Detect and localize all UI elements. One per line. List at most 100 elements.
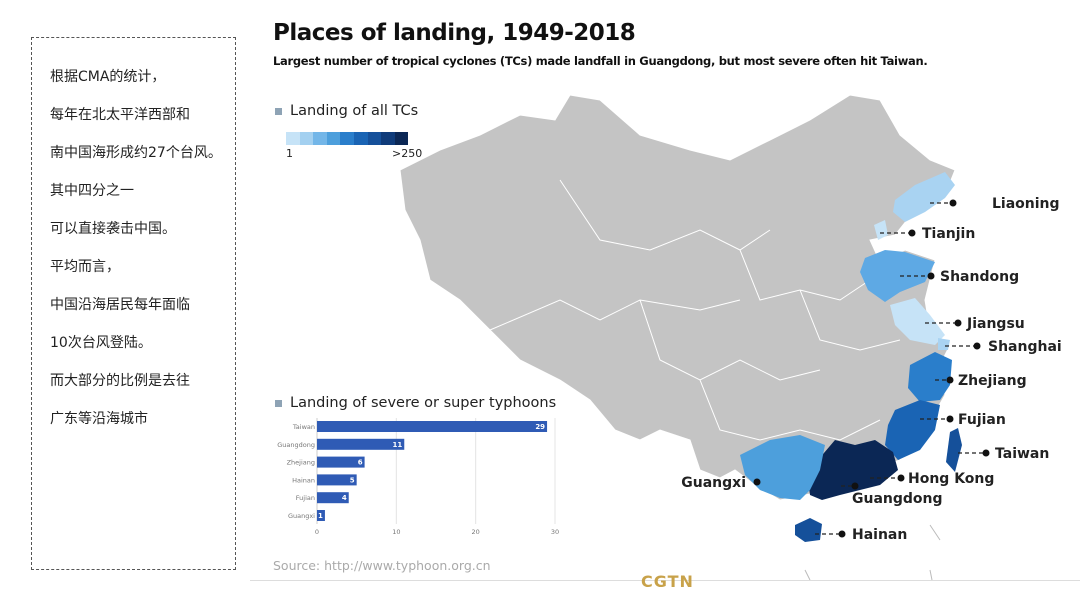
category-label: Fujian [296, 494, 315, 502]
legend-min-label: 1 [286, 147, 293, 160]
map-label-text: Fujian [958, 412, 1006, 428]
bar-chart-title-text: Landing of severe or super typhoons [290, 395, 557, 411]
map-label-zhejiang: Zhejiang [935, 373, 1027, 389]
map-label-text: Taiwan [995, 446, 1049, 462]
map-label-text: Guangdong [852, 491, 943, 507]
color-scale-step [299, 132, 314, 145]
divider [250, 580, 1080, 581]
map-label-guangxi: Guangxi [681, 475, 761, 491]
map-label-text: Guangxi [681, 475, 746, 491]
map-label-text: Shandong [940, 269, 1019, 285]
map-label-fujian: Fujian [920, 412, 1006, 428]
bar-value-label: 11 [393, 441, 403, 449]
color-scale-step [313, 132, 327, 145]
location-dot [897, 474, 905, 482]
location-dot [838, 530, 846, 538]
map-label-text: Jiangsu [966, 316, 1025, 332]
color-scale-step [381, 132, 395, 145]
bar-value-label: 6 [358, 459, 363, 467]
province-tianjin [874, 220, 888, 240]
sidebar-line: 广东等沿海城市 [50, 411, 148, 427]
severe-typhoon-bar-chart: 0 10 20 30 Taiwan 29 Guangdong 11 Zhejiang 6 Haina… [277, 418, 559, 536]
location-dot [946, 415, 954, 423]
color-scale-step [340, 132, 354, 145]
map-legend-title: Landing of all TCs [275, 103, 418, 119]
color-scale-step [367, 132, 382, 145]
x-tick-label: 0 [315, 528, 319, 536]
source-note: Source: http://www.typhoon.org.cn [273, 558, 491, 573]
map-label-guangdong: Guangdong [841, 482, 943, 507]
province-borders [489, 179, 901, 441]
color-scale-step [394, 132, 409, 145]
province-shandong [860, 250, 935, 302]
province-jiangsu [890, 298, 945, 345]
map-label-text: Hong Kong [908, 471, 994, 487]
map-label-hong-kong: Hong Kong [870, 471, 994, 487]
location-dot [927, 272, 935, 280]
color-scale-step [286, 132, 300, 145]
bar-chart-title: Landing of severe or super typhoons [275, 395, 556, 411]
map-label-jiangsu: Jiangsu [925, 316, 1025, 332]
x-tick-label: 20 [472, 528, 480, 536]
province-liaoning [893, 172, 955, 222]
legend-square-icon [275, 399, 282, 407]
map-label-taiwan: Taiwan [958, 446, 1049, 462]
cgtn-logo: CGTN [641, 572, 694, 591]
category-label: Hainan [292, 476, 315, 484]
color-scale-step [353, 132, 368, 145]
location-dot [982, 449, 990, 457]
location-dot [908, 229, 916, 237]
sidebar-line: 其中四分之一 [50, 183, 134, 199]
china-map [399, 94, 956, 501]
x-tick-label: 30 [551, 528, 559, 536]
map-label-tianjin: Tianjin [880, 226, 975, 242]
legend-max-label: >250 [392, 147, 423, 160]
province-guangdong [808, 440, 898, 500]
bar-zhejiang [317, 456, 365, 468]
map-labels: Liaoning Tianjin Shandong Jiangsu Shanghai Zh… [681, 196, 1061, 543]
sidebar-line: 每年在北太平洋西部和 [50, 107, 190, 123]
category-label: Zhejiang [287, 459, 315, 467]
map-legend-title-text: Landing of all TCs [290, 103, 419, 119]
map-label-shandong: Shandong [900, 269, 1019, 285]
location-dot [973, 342, 981, 350]
map-label-hainan: Hainan [815, 527, 907, 543]
chart-title: Places of landing, 1949-2018 [273, 20, 636, 46]
map-label-text: Tianjin [922, 226, 975, 242]
location-dot [954, 319, 962, 327]
bar-value-label: 4 [342, 494, 347, 502]
province-hainan [795, 518, 822, 542]
bar-value-label: 5 [350, 476, 355, 484]
bar-guangdong [317, 438, 405, 450]
province-guangxi [740, 435, 825, 500]
map-color-scale [286, 132, 409, 145]
bar-hainan [317, 474, 357, 486]
map-label-liaoning: Liaoning [930, 196, 1060, 212]
sidebar-line: 10次台风登陆。 [50, 335, 152, 351]
sidebar-line: 可以直接袭击中国。 [50, 221, 176, 237]
bar-guangxi [317, 510, 325, 521]
map-label-shanghai: Shanghai [945, 339, 1062, 355]
sidebar-line: 而大部分的比例是去往 [50, 373, 190, 389]
sidebar-line: 中国沿海居民每年面临 [50, 297, 190, 313]
map-label-text: Shanghai [988, 339, 1062, 355]
province-zhejiang [908, 352, 952, 402]
sidebar-line: 平均而言， [50, 259, 120, 275]
map-label-text: Hainan [852, 527, 907, 543]
location-dot [851, 482, 859, 490]
bar-value-label: 1 [318, 512, 323, 520]
category-label: Guangxi [288, 512, 315, 520]
bar-taiwan [317, 421, 548, 432]
category-label: Guangdong [277, 441, 315, 449]
sidebar-text-box: 根据CMA的统计， 每年在北太平洋西部和 南中国海形成约27个台风。 其中四分之… [31, 37, 236, 570]
legend-square-icon [275, 107, 282, 115]
location-dot [753, 478, 761, 486]
chart-subtitle: Largest number of tropical cyclones (TCs… [273, 54, 928, 68]
map-label-text: Liaoning [992, 196, 1060, 212]
category-label: Taiwan [292, 423, 315, 431]
sidebar-line: 南中国海形成约27个台风。 [50, 145, 222, 161]
x-tick-label: 10 [392, 528, 400, 536]
sidebar-line: 根据CMA的统计， [50, 69, 166, 85]
map-label-text: Zhejiang [958, 373, 1027, 389]
